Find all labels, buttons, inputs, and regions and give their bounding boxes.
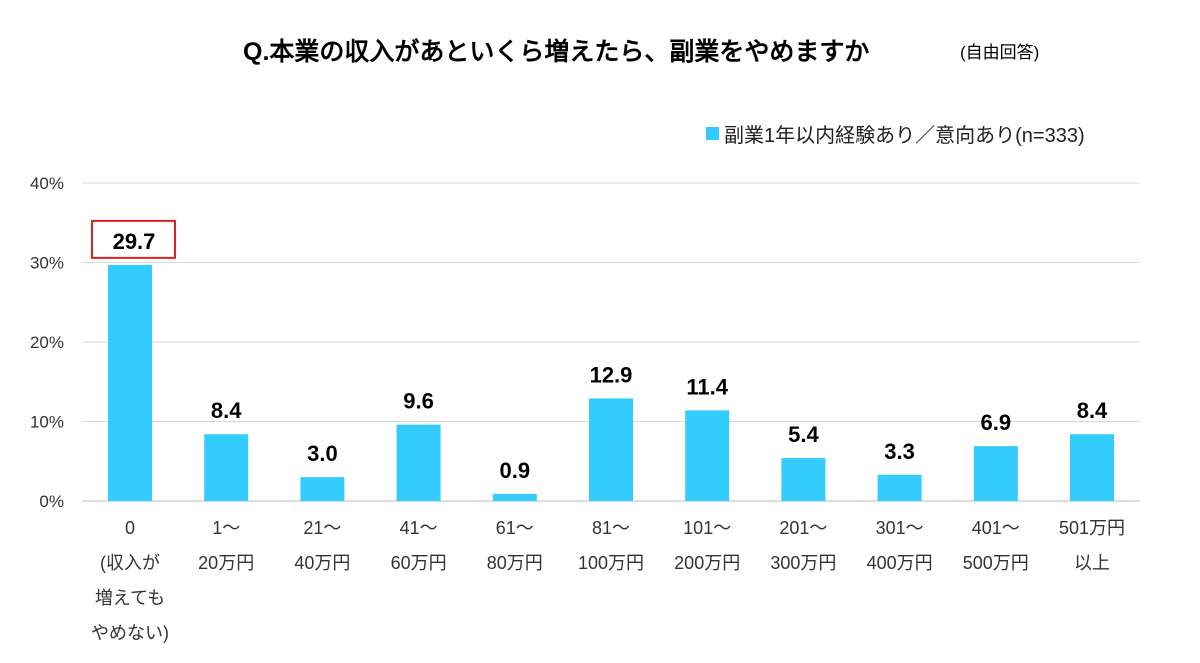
data-label: 8.4 — [211, 398, 242, 423]
bar — [300, 477, 345, 501]
x-tick-label: 101～ 200万円 — [674, 518, 740, 573]
y-tick-label: 40% — [30, 174, 64, 193]
bar — [973, 446, 1018, 501]
data-label: 0.9 — [500, 458, 531, 483]
x-tick-label: 1～ 20万円 — [198, 518, 254, 573]
legend-label: 副業1年以内経験あり／意向あり(n=333) — [724, 124, 1085, 147]
x-tick-label: 0 (収入が増えてもやめない) — [91, 518, 169, 643]
bar — [685, 410, 730, 501]
x-tick-label: 501万円以上 — [1059, 518, 1125, 573]
chart-title: Q.本業の収入があといくら増えたら、副業をやめますか — [243, 37, 869, 66]
data-label: 11.4 — [686, 374, 728, 399]
y-tick-label: 10% — [30, 413, 64, 432]
x-tick-label: 41～ 60万円 — [391, 518, 447, 573]
data-label: 3.3 — [884, 439, 915, 464]
x-tick-label: 81～ 100万円 — [578, 518, 644, 573]
chart-subtitle: (自由回答) — [960, 43, 1039, 62]
legend-swatch — [706, 127, 719, 140]
data-label: 9.6 — [403, 389, 434, 414]
data-label: 5.4 — [788, 422, 819, 447]
y-tick-label: 0% — [39, 492, 64, 511]
x-tick-label: 21～ 40万円 — [294, 518, 350, 573]
x-tick-label: 401～ 500万円 — [963, 518, 1029, 573]
x-tick-label: 61～ 80万円 — [487, 518, 543, 573]
highlight-box — [91, 219, 176, 259]
bar — [781, 458, 826, 501]
bar — [877, 474, 922, 501]
bar — [492, 493, 537, 501]
bar — [108, 264, 152, 501]
data-label: 3.0 — [307, 441, 338, 466]
x-tick-label: 201～ 300万円 — [770, 518, 836, 573]
data-label: 12.9 — [590, 362, 633, 387]
data-label: 29.7 — [113, 229, 156, 254]
data-label: 8.4 — [1077, 398, 1108, 423]
bar — [204, 434, 249, 501]
y-tick-label: 20% — [30, 333, 64, 352]
y-tick-label: 30% — [30, 254, 64, 273]
data-label: 6.9 — [981, 410, 1012, 435]
bar — [1070, 434, 1114, 501]
bar — [396, 424, 441, 501]
x-tick-label: 301～ 400万円 — [867, 518, 933, 573]
bar — [589, 398, 633, 501]
